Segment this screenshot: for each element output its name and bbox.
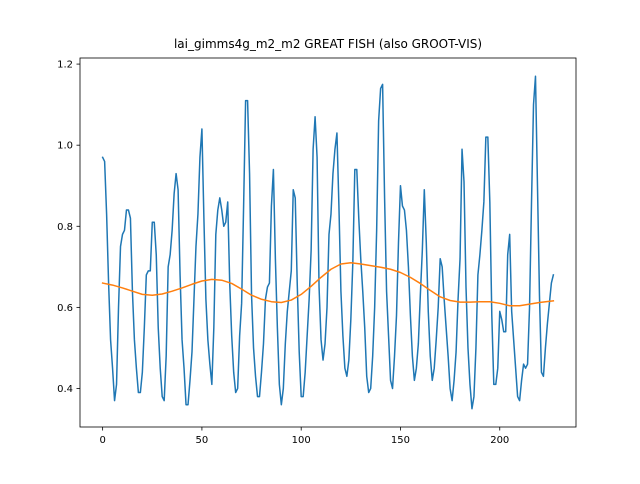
chart-title: lai_gimms4g_m2_m2 GREAT FISH (also GROOT… <box>174 37 482 51</box>
axes: 0 50 100 150 200 0.4 0.6 0.8 1.0 1.2 <box>57 57 577 446</box>
plot-area <box>101 75 555 410</box>
x-tick-label: 0 <box>99 435 105 446</box>
x-tick-label: 150 <box>391 435 410 446</box>
axes-frame <box>79 57 577 428</box>
x-tick-label: 100 <box>292 435 311 446</box>
y-tick-label: 1.2 <box>57 60 73 71</box>
y-tick-label: 0.8 <box>57 222 73 233</box>
x-tick-label: 50 <box>196 435 209 446</box>
y-tick-label: 1.0 <box>57 141 73 152</box>
x-tick-label: 200 <box>490 435 509 446</box>
y-tick-label: 0.6 <box>57 303 73 314</box>
y-tick-label: 0.4 <box>57 384 73 395</box>
series-line-2 <box>101 262 555 307</box>
